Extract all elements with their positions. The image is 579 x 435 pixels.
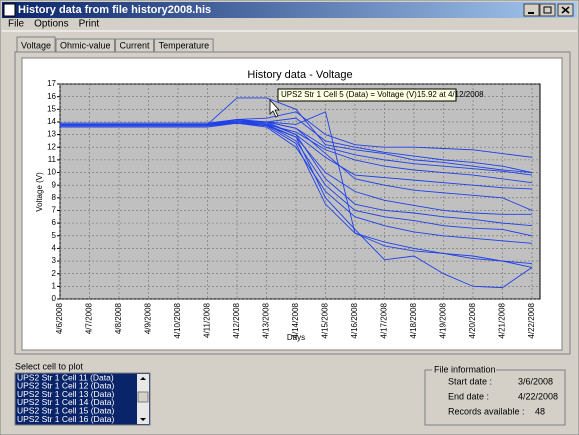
chart-title: History data - Voltage xyxy=(247,69,352,81)
cell-item[interactable]: UPS2 Str 1 Cell 12 (Data) xyxy=(17,381,114,391)
y-tick-label: 5 xyxy=(52,231,57,240)
x-tick-label: 4/12/2008 xyxy=(232,302,241,338)
y-tick-label: 16 xyxy=(47,92,56,101)
select-label: Select cell to plot xyxy=(15,361,84,371)
voltage-line xyxy=(60,122,533,265)
cell-item[interactable]: UPS2 Str 1 Cell 13 (Data) xyxy=(17,389,114,399)
maximize-icon xyxy=(543,6,552,14)
x-tick-label: 4/22/2008 xyxy=(527,302,536,338)
y-axis-label: Voltage (V) xyxy=(35,172,44,212)
y-tick-label: 8 xyxy=(52,193,57,202)
tab[interactable]: Temperature xyxy=(154,38,214,53)
maximize-button[interactable] xyxy=(539,3,556,17)
title-bar xyxy=(2,2,577,18)
x-tick-label: 4/14/2008 xyxy=(291,302,300,338)
tab[interactable]: Current xyxy=(115,38,155,53)
y-tick-label: 14 xyxy=(47,117,56,126)
app-icon xyxy=(3,3,16,17)
y-tick-label: 1 xyxy=(52,281,57,290)
y-tick-label: 3 xyxy=(52,256,57,265)
cell-item[interactable]: UPS2 Str 1 Cell 16 (Data) xyxy=(17,414,114,424)
plot-area xyxy=(59,83,541,300)
close-icon xyxy=(561,6,570,14)
window-buttons[interactable] xyxy=(523,3,574,17)
info-label: End date : xyxy=(448,391,489,401)
x-tick-label: 4/19/2008 xyxy=(439,302,448,338)
x-tick-label: 4/7/2008 xyxy=(85,302,94,334)
info-value: 4/22/2008 xyxy=(518,391,558,401)
x-tick-label: 4/18/2008 xyxy=(409,302,418,338)
x-tick-label: 4/10/2008 xyxy=(173,302,182,338)
x-tick-label: 4/9/2008 xyxy=(144,302,153,334)
x-tick-label: 4/15/2008 xyxy=(321,302,330,338)
cell-item[interactable]: UPS2 Str 1 Cell 15 (Data) xyxy=(17,405,114,415)
x-tick-label: 4/6/2008 xyxy=(55,302,64,334)
x-tick-label: 4/16/2008 xyxy=(350,302,359,338)
tooltip-text: UPS2 Str 1 Cell 5 (Data) = Voltage (V)15… xyxy=(281,90,484,99)
mouse-cursor xyxy=(269,98,280,118)
menu-item[interactable]: Print xyxy=(79,19,100,30)
x-axis-label: Days xyxy=(287,333,305,342)
y-tick-label: 7 xyxy=(52,206,57,215)
tab-label: Ohmic-value xyxy=(60,40,111,50)
info-value: 3/6/2008 xyxy=(518,376,553,386)
x-tick-label: 4/17/2008 xyxy=(380,302,389,338)
cell-listbox[interactable] xyxy=(14,372,151,426)
y-tick-label: 0 xyxy=(52,294,57,303)
x-tick-label: 4/13/2008 xyxy=(262,302,271,338)
file-info-title-bg xyxy=(432,365,496,375)
x-tick-label: 4/20/2008 xyxy=(468,302,477,338)
y-tick-label: 9 xyxy=(52,180,57,189)
window-title: History data from file history2008.his xyxy=(18,4,211,16)
y-tick-label: 17 xyxy=(47,79,56,88)
voltage-line xyxy=(60,122,533,244)
y-tick-label: 12 xyxy=(47,142,56,151)
menu-item[interactable]: File xyxy=(8,19,25,30)
scroll-thumb[interactable] xyxy=(137,391,149,403)
cell-item[interactable]: UPS2 Str 1 Cell 14 (Data) xyxy=(17,397,114,407)
y-tick-label: 6 xyxy=(52,218,57,227)
y-tick-label: 10 xyxy=(47,168,56,177)
y-tick-label: 13 xyxy=(47,130,56,139)
tab-label: Voltage xyxy=(21,40,51,50)
x-tick-label: 4/11/2008 xyxy=(203,302,212,338)
tooltip xyxy=(277,88,457,102)
x-tick-label: 4/8/2008 xyxy=(114,302,123,334)
voltage-line xyxy=(60,122,533,184)
y-tick-label: 2 xyxy=(52,269,57,278)
tab[interactable]: Ohmic-value xyxy=(55,38,116,53)
info-value: 48 xyxy=(535,406,545,416)
y-tick-label: 11 xyxy=(48,155,57,164)
tab-label: Current xyxy=(120,40,151,50)
tab[interactable]: Voltage xyxy=(16,36,56,54)
y-tick-label: 15 xyxy=(47,104,56,113)
tab-label: Temperature xyxy=(159,40,210,50)
cell-item[interactable]: UPS2 Str 1 Cell 11 (Data) xyxy=(17,372,114,382)
info-label: Start date : xyxy=(448,376,492,386)
y-tick-label: 4 xyxy=(52,244,57,253)
info-label: Records available : xyxy=(448,406,525,416)
file-info-title: File information xyxy=(434,364,496,374)
menu-item[interactable]: Options xyxy=(34,19,68,30)
x-tick-label: 4/21/2008 xyxy=(498,302,507,338)
minimize-button[interactable] xyxy=(523,3,540,17)
voltage-line xyxy=(60,120,533,211)
